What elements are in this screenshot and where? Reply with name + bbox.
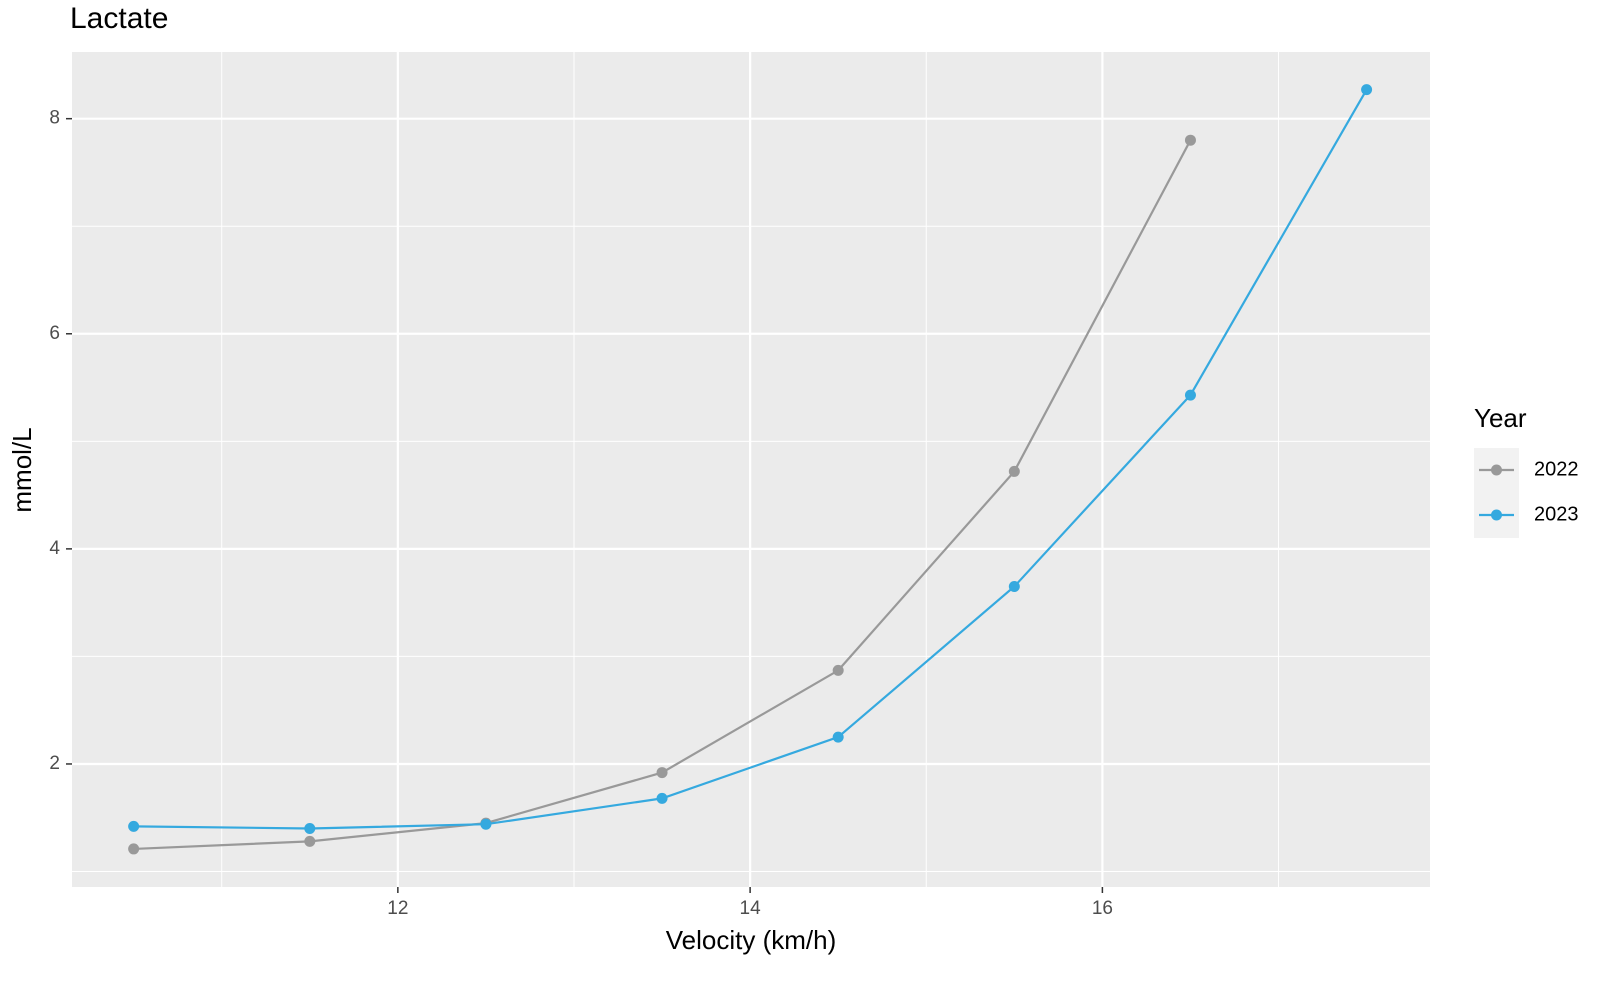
data-point: [656, 767, 668, 779]
data-point: [128, 843, 140, 855]
y-tick-label: 2: [49, 753, 60, 774]
legend-label: 2022: [1534, 458, 1579, 480]
x-axis-label: Velocity (km/h): [666, 925, 837, 955]
x-tick-label: 16: [1092, 898, 1113, 919]
x-tick-label: 14: [740, 898, 762, 919]
y-tick-label: 8: [49, 108, 60, 129]
y-axis-label: mmol/L: [7, 427, 37, 512]
y-tick-label: 4: [49, 538, 60, 559]
legend-label: 2023: [1534, 503, 1579, 525]
legend-title: Year: [1474, 403, 1527, 433]
data-point: [1008, 581, 1020, 593]
data-point: [304, 822, 316, 834]
x-tick-label: 12: [387, 898, 408, 919]
chart-title: Lactate: [70, 2, 168, 35]
data-point: [656, 792, 668, 804]
y-tick-label: 6: [49, 323, 60, 344]
data-point: [832, 664, 844, 676]
data-point: [480, 818, 492, 830]
legend-point: [1491, 464, 1502, 476]
data-point: [1184, 389, 1196, 401]
data-point: [1361, 84, 1373, 96]
data-point: [1008, 465, 1020, 477]
series-line: [133, 89, 1368, 830]
data-point: [304, 835, 316, 847]
legend-point: [1491, 509, 1502, 521]
data-point: [1184, 134, 1196, 146]
data-point: [128, 820, 140, 832]
data-point: [832, 731, 844, 743]
